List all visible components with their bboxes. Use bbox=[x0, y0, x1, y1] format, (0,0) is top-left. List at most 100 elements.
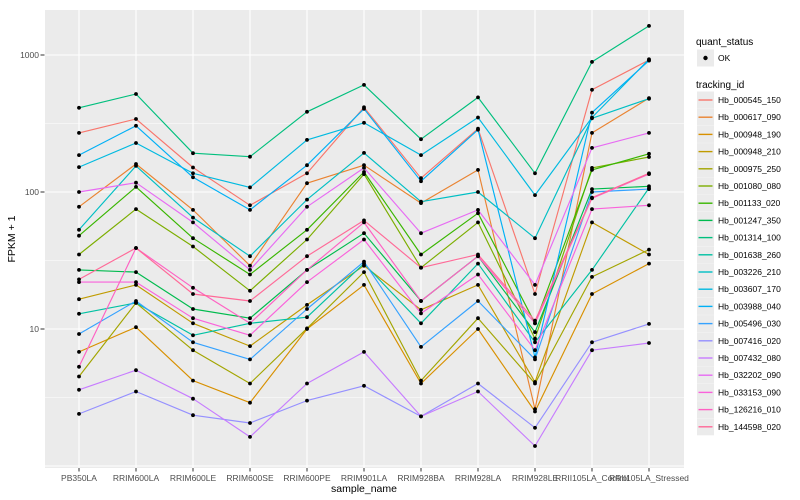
legend-label-Hb_005496_030: Hb_005496_030 bbox=[718, 319, 781, 329]
data-point bbox=[305, 280, 309, 284]
data-point bbox=[419, 414, 423, 419]
data-point bbox=[191, 220, 195, 225]
data-point bbox=[134, 117, 138, 121]
data-point bbox=[305, 254, 309, 259]
data-point bbox=[476, 127, 480, 132]
x-tick-label: RRIM600PE bbox=[283, 473, 331, 483]
data-point bbox=[476, 381, 480, 386]
data-point bbox=[191, 165, 195, 170]
data-point bbox=[533, 330, 537, 334]
data-point bbox=[476, 211, 480, 216]
data-point bbox=[305, 303, 309, 307]
data-point bbox=[191, 171, 195, 176]
data-point bbox=[533, 340, 537, 345]
data-point bbox=[191, 333, 195, 338]
data-point bbox=[191, 175, 195, 180]
data-point bbox=[590, 275, 594, 279]
data-point bbox=[362, 166, 366, 170]
data-point bbox=[647, 24, 651, 28]
data-point bbox=[419, 321, 423, 326]
legend-label-Hb_000545_150: Hb_000545_150 bbox=[718, 95, 781, 105]
data-point bbox=[191, 215, 195, 220]
data-point bbox=[191, 316, 195, 321]
data-point bbox=[419, 199, 423, 204]
data-point bbox=[476, 115, 480, 120]
data-point bbox=[191, 236, 195, 241]
data-point bbox=[248, 208, 252, 212]
data-point bbox=[647, 252, 651, 257]
data-point bbox=[590, 268, 594, 272]
data-point bbox=[248, 321, 252, 326]
legend-label-Hb_001247_350: Hb_001247_350 bbox=[718, 215, 781, 225]
data-point bbox=[248, 299, 252, 303]
data-point bbox=[533, 292, 537, 296]
data-point bbox=[305, 197, 309, 202]
data-point bbox=[362, 151, 366, 155]
legend-label-ok: OK bbox=[718, 53, 731, 63]
data-point bbox=[419, 153, 423, 158]
data-point bbox=[305, 181, 309, 186]
x-tick-label: RRIM928LA bbox=[455, 473, 502, 483]
data-point bbox=[248, 333, 252, 338]
data-point bbox=[419, 176, 423, 181]
data-point bbox=[419, 381, 423, 386]
data-point bbox=[476, 261, 480, 266]
data-point bbox=[134, 164, 138, 168]
legend-label-Hb_003607_170: Hb_003607_170 bbox=[718, 284, 781, 294]
data-point bbox=[77, 190, 81, 194]
data-point bbox=[476, 327, 480, 331]
data-point bbox=[77, 374, 81, 379]
y-tick-label: 10 bbox=[30, 324, 40, 334]
data-point bbox=[533, 336, 537, 341]
data-point bbox=[590, 292, 594, 296]
data-point bbox=[134, 325, 138, 330]
data-point bbox=[134, 280, 138, 284]
data-point bbox=[248, 400, 252, 405]
data-point bbox=[647, 247, 651, 252]
data-point bbox=[191, 292, 195, 296]
data-point bbox=[647, 171, 651, 176]
data-point bbox=[191, 307, 195, 311]
data-point bbox=[362, 83, 366, 87]
data-point bbox=[191, 244, 195, 249]
legend-label-Hb_144598_020: Hb_144598_020 bbox=[718, 422, 781, 432]
data-point bbox=[305, 163, 309, 168]
data-point bbox=[77, 227, 81, 232]
data-point bbox=[77, 387, 81, 392]
x-tick-label: RRIM928LE bbox=[512, 473, 559, 483]
data-point bbox=[248, 185, 252, 190]
data-point bbox=[476, 299, 480, 303]
data-point bbox=[362, 231, 366, 236]
data-point bbox=[134, 299, 138, 303]
data-point bbox=[134, 270, 138, 274]
data-point bbox=[476, 168, 480, 172]
data-point bbox=[77, 204, 81, 209]
data-point bbox=[77, 350, 81, 354]
axis-layer: 10 100 1000 PB350LA RRIM600LA RRIM600LE RRIM60… bbox=[20, 50, 689, 483]
data-point bbox=[533, 381, 537, 386]
data-point bbox=[419, 345, 423, 349]
data-point bbox=[191, 340, 195, 345]
data-point bbox=[191, 378, 195, 383]
legend-title-quant-status: quant_status bbox=[696, 37, 753, 48]
data-point bbox=[362, 283, 366, 287]
data-point bbox=[305, 268, 309, 272]
data-point bbox=[476, 272, 480, 277]
legend-label-Hb_000948_190: Hb_000948_190 bbox=[718, 129, 781, 139]
data-point bbox=[419, 311, 423, 316]
data-point bbox=[77, 131, 81, 135]
data-point bbox=[362, 120, 366, 125]
data-point bbox=[590, 60, 594, 64]
legend-title-tracking-id: tracking_id bbox=[696, 80, 744, 91]
data-point bbox=[77, 105, 81, 110]
data-point bbox=[191, 348, 195, 353]
data-point bbox=[77, 311, 81, 316]
data-point bbox=[77, 277, 81, 282]
data-point bbox=[134, 185, 138, 189]
data-point bbox=[476, 389, 480, 394]
y-tick-label: 100 bbox=[25, 187, 39, 197]
data-point bbox=[590, 110, 594, 115]
data-point bbox=[134, 246, 138, 250]
data-point bbox=[590, 207, 594, 212]
